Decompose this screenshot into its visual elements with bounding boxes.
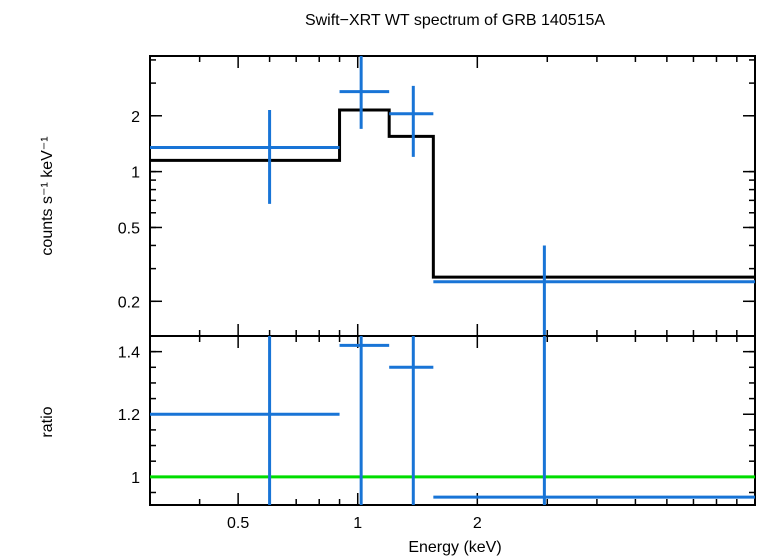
- top-panel-frame: [149, 55, 756, 337]
- spectrum-panel: 0.2 0.5 1 2: [118, 55, 756, 337]
- x-axis-label: Energy (keV): [408, 539, 501, 556]
- top-y-tick-label: 2: [131, 109, 140, 126]
- bottom-y-tick-label: 1.2: [118, 407, 140, 424]
- x-tick-label: 1: [353, 515, 362, 532]
- x-tick-label: 2: [473, 515, 482, 532]
- chart-title: Swift−XRT WT spectrum of GRB 140515A: [305, 12, 605, 29]
- bottom-y-axis-label: ratio: [39, 406, 56, 437]
- ratio-panel: 1 1.2 1.4 0.5 1 2: [118, 335, 756, 532]
- bottom-panel-frame: [149, 335, 756, 506]
- top-y-tick-label: 0.2: [118, 294, 140, 311]
- bottom-data-group: [150, 336, 755, 505]
- top-data-group: [150, 56, 755, 336]
- bottom-y-tick-label: 1: [131, 470, 140, 487]
- model-step-line: [150, 108, 755, 279]
- top-y-axis-label: counts s⁻¹ keV⁻¹: [39, 136, 56, 255]
- bottom-y-tick-label: 1.4: [118, 345, 140, 362]
- top-y-tick-label: 0.5: [118, 220, 140, 237]
- x-tick-label: 0.5: [227, 515, 249, 532]
- top-y-tick-label: 1: [131, 165, 140, 182]
